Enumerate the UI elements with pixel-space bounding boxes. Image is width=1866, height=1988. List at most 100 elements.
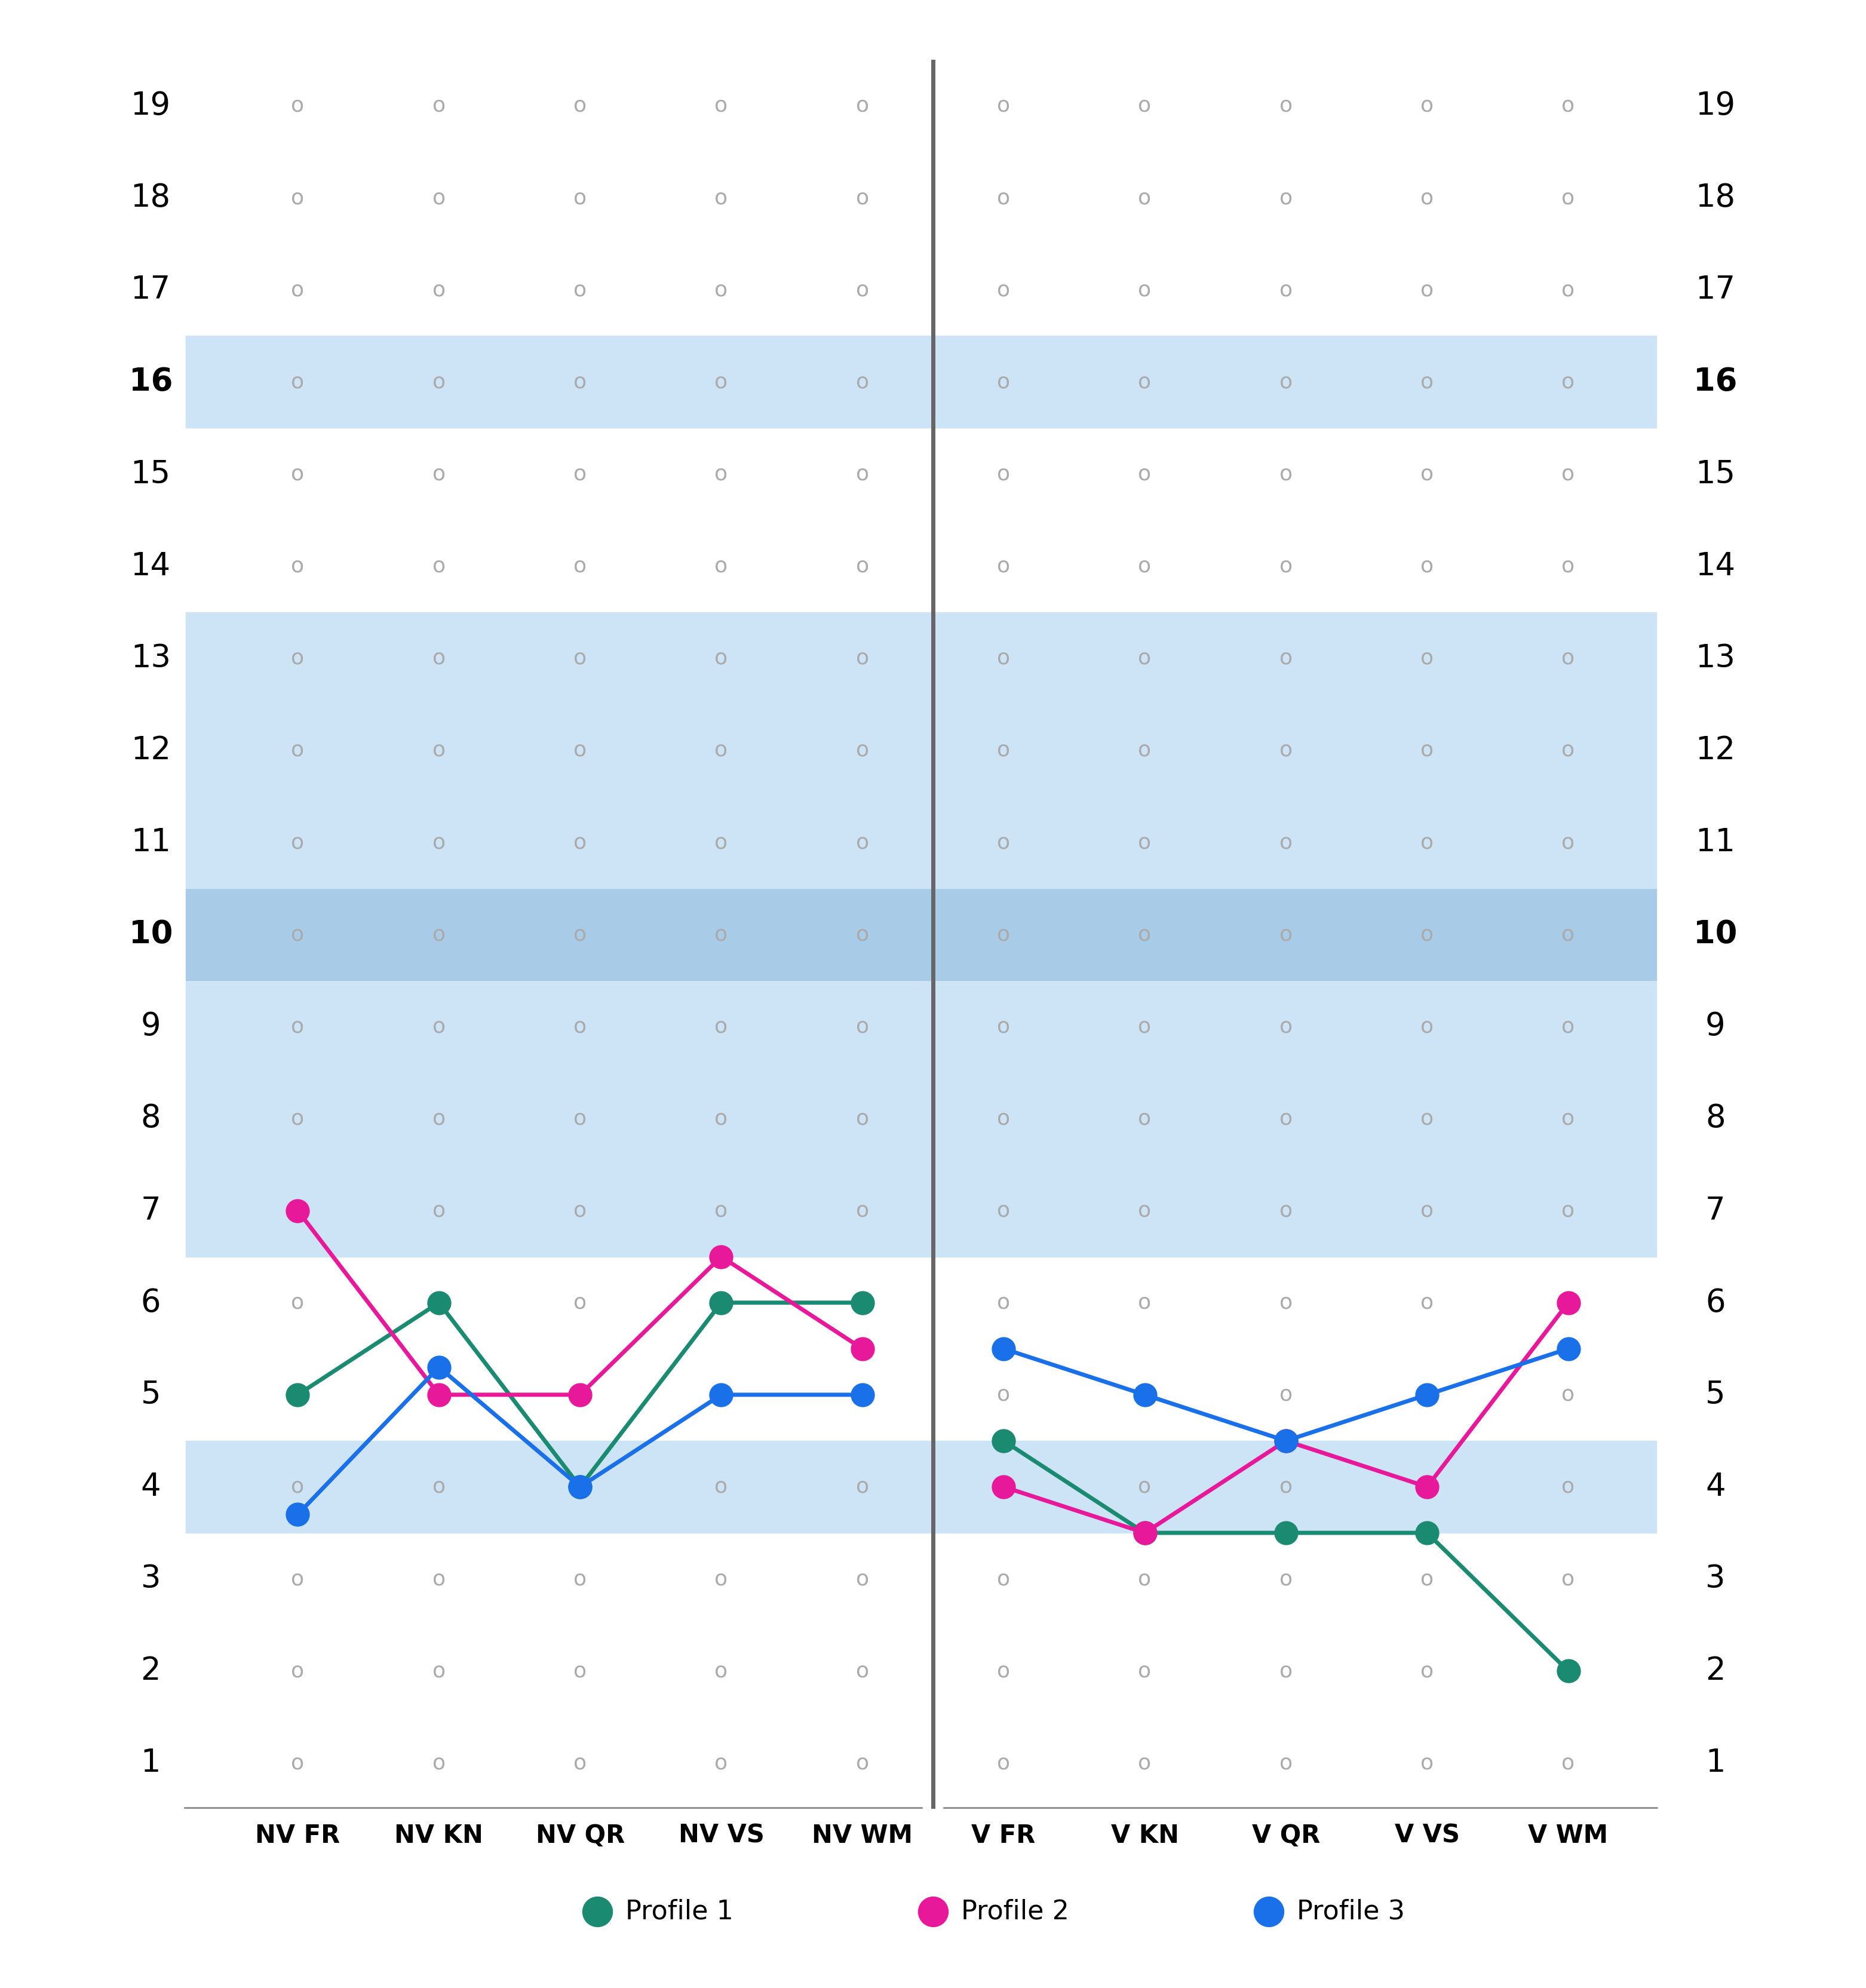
Text: o: o xyxy=(715,833,728,853)
Text: o: o xyxy=(1138,1201,1151,1221)
Text: o: o xyxy=(291,372,304,392)
Text: o: o xyxy=(715,1660,728,1682)
Text: o: o xyxy=(1138,1292,1151,1312)
Text: o: o xyxy=(291,833,304,853)
Text: o: o xyxy=(1138,1753,1151,1773)
Text: o: o xyxy=(1562,1109,1575,1129)
Text: o: o xyxy=(996,648,1010,668)
Text: Profile 2: Profile 2 xyxy=(961,1899,1069,1924)
Text: 7: 7 xyxy=(140,1195,160,1227)
Text: 11: 11 xyxy=(131,827,170,857)
Text: o: o xyxy=(1138,924,1151,944)
Text: o: o xyxy=(856,1660,870,1682)
Text: o: o xyxy=(1138,833,1151,853)
Text: 11: 11 xyxy=(1696,827,1735,857)
Text: o: o xyxy=(856,1477,870,1497)
Text: o: o xyxy=(291,1660,304,1682)
Text: o: o xyxy=(433,1660,446,1682)
Text: o: o xyxy=(1420,463,1433,485)
Text: o: o xyxy=(1420,1292,1433,1312)
Text: o: o xyxy=(1138,187,1151,209)
Text: o: o xyxy=(715,1201,728,1221)
Text: o: o xyxy=(1420,833,1433,853)
Text: o: o xyxy=(1420,280,1433,300)
Text: o: o xyxy=(1138,740,1151,759)
Text: o: o xyxy=(996,557,1010,577)
Text: o: o xyxy=(856,740,870,759)
Text: o: o xyxy=(1280,740,1293,759)
Text: o: o xyxy=(573,833,586,853)
Text: 9: 9 xyxy=(140,1012,160,1042)
Text: o: o xyxy=(856,1016,870,1036)
Text: o: o xyxy=(433,740,446,759)
Text: 3: 3 xyxy=(1706,1563,1726,1594)
Bar xyxy=(187,889,1657,980)
Text: o: o xyxy=(856,648,870,668)
Text: o: o xyxy=(291,648,304,668)
Text: o: o xyxy=(1420,1016,1433,1036)
Text: NV KN: NV KN xyxy=(394,1823,483,1849)
Text: 3: 3 xyxy=(140,1563,160,1594)
Text: o: o xyxy=(856,924,870,944)
Text: o: o xyxy=(715,95,728,115)
Text: o: o xyxy=(996,1477,1010,1497)
Text: o: o xyxy=(856,187,870,209)
Text: o: o xyxy=(291,1477,304,1497)
Text: o: o xyxy=(291,1109,304,1129)
Text: NV VS: NV VS xyxy=(677,1823,765,1849)
Text: 8: 8 xyxy=(1706,1103,1726,1133)
Text: o: o xyxy=(573,1384,586,1406)
Text: 15: 15 xyxy=(131,459,172,489)
Text: o: o xyxy=(1562,1384,1575,1406)
Text: o: o xyxy=(1280,372,1293,392)
Text: o: o xyxy=(573,1201,586,1221)
Text: o: o xyxy=(1562,372,1575,392)
Text: o: o xyxy=(573,557,586,577)
Text: o: o xyxy=(1138,557,1151,577)
Bar xyxy=(187,797,1657,889)
Text: o: o xyxy=(1138,1109,1151,1129)
Text: o: o xyxy=(433,1384,446,1406)
Text: o: o xyxy=(996,187,1010,209)
Text: o: o xyxy=(291,1201,304,1221)
Text: o: o xyxy=(1420,740,1433,759)
Text: NV WM: NV WM xyxy=(812,1823,912,1849)
Text: o: o xyxy=(291,280,304,300)
Text: o: o xyxy=(573,1569,586,1588)
Text: o: o xyxy=(856,833,870,853)
Text: 9: 9 xyxy=(1706,1012,1726,1042)
Text: o: o xyxy=(715,1016,728,1036)
Text: o: o xyxy=(715,924,728,944)
Text: o: o xyxy=(433,648,446,668)
Text: 2: 2 xyxy=(140,1656,160,1686)
Text: o: o xyxy=(1280,1477,1293,1497)
Text: o: o xyxy=(433,187,446,209)
Text: o: o xyxy=(573,95,586,115)
Text: 14: 14 xyxy=(131,551,172,582)
Text: o: o xyxy=(433,463,446,485)
Text: o: o xyxy=(1280,1753,1293,1773)
Text: o: o xyxy=(1138,95,1151,115)
Text: 4: 4 xyxy=(1706,1471,1726,1503)
Text: o: o xyxy=(573,1753,586,1773)
Text: o: o xyxy=(291,1384,304,1406)
Text: o: o xyxy=(1562,463,1575,485)
Text: 12: 12 xyxy=(1696,736,1735,765)
Text: o: o xyxy=(715,1292,728,1312)
Text: Profile 1: Profile 1 xyxy=(625,1899,733,1924)
Text: o: o xyxy=(1280,833,1293,853)
Text: o: o xyxy=(433,1753,446,1773)
Text: o: o xyxy=(1562,924,1575,944)
Text: o: o xyxy=(1420,648,1433,668)
Text: o: o xyxy=(715,740,728,759)
Text: o: o xyxy=(1280,1109,1293,1129)
Text: o: o xyxy=(996,924,1010,944)
Text: o: o xyxy=(996,280,1010,300)
Text: 18: 18 xyxy=(1694,183,1735,213)
Text: o: o xyxy=(1280,1384,1293,1406)
Text: o: o xyxy=(1280,95,1293,115)
Text: o: o xyxy=(996,1384,1010,1406)
Text: o: o xyxy=(715,463,728,485)
Text: o: o xyxy=(573,1477,586,1497)
Text: V QR: V QR xyxy=(1252,1823,1319,1849)
